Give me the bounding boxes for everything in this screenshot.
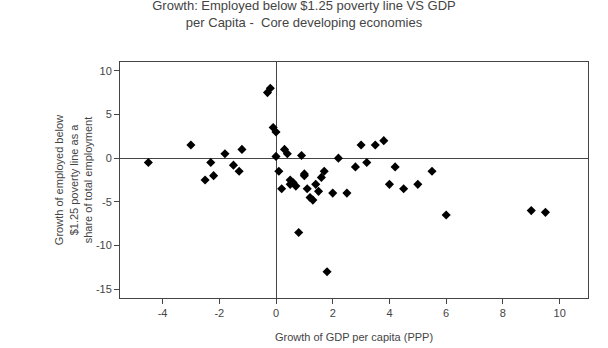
svg-text:0: 0 <box>273 307 279 319</box>
svg-text:10: 10 <box>100 65 112 77</box>
svg-text:Growth: Employed below $1.25 p: Growth: Employed below $1.25 poverty lin… <box>152 0 455 30</box>
svg-text:-5: -5 <box>102 196 112 208</box>
svg-text:-4: -4 <box>158 307 168 319</box>
svg-text:0: 0 <box>106 152 112 164</box>
svg-text:-10: -10 <box>96 239 112 251</box>
svg-text:2: 2 <box>330 307 336 319</box>
svg-text:-15: -15 <box>96 283 112 295</box>
svg-text:5: 5 <box>106 108 112 120</box>
svg-text:4: 4 <box>386 307 392 319</box>
svg-text:Growth of GDP per capita (PPP): Growth of GDP per capita (PPP) <box>275 331 433 343</box>
svg-text:-2: -2 <box>214 307 224 319</box>
svg-text:Growth of employed below$1.25: Growth of employed below$1.25 poverty li… <box>53 115 94 245</box>
svg-text:8: 8 <box>500 307 506 319</box>
svg-text:10: 10 <box>554 307 566 319</box>
svg-text:6: 6 <box>443 307 449 319</box>
